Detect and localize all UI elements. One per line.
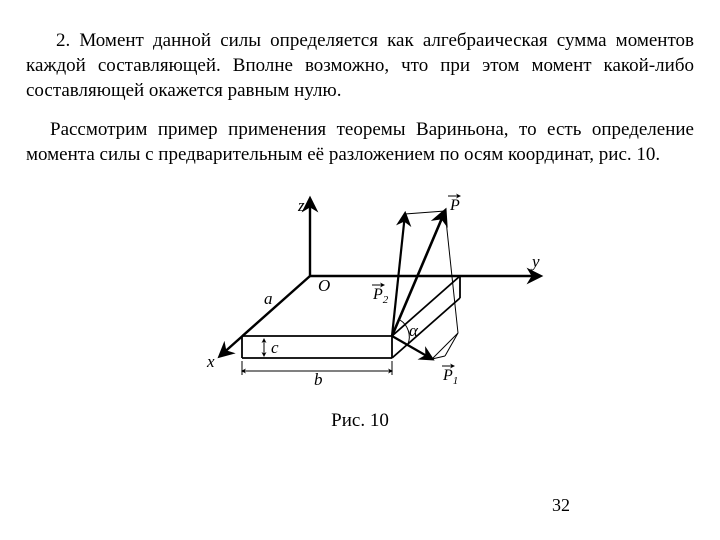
figure-svg: z y x O (160, 181, 560, 401)
label-b: b (314, 370, 323, 389)
page-number: 32 (552, 495, 570, 516)
label-P1: P1 (442, 366, 458, 387)
figure-10: z y x O (26, 181, 694, 432)
label-a: a (264, 289, 273, 308)
label-c: c (271, 338, 279, 357)
label-alpha: α (409, 321, 419, 340)
label-x: x (206, 352, 215, 371)
paragraph-1: 2. Момент данной силы определяется как а… (26, 28, 694, 103)
svg-text:P: P (449, 197, 460, 214)
page: 2. Момент данной силы определяется как а… (0, 0, 720, 540)
paragraph-2: Рассмотрим пример применения теоремы Вар… (26, 117, 694, 167)
label-z: z (297, 196, 305, 215)
svg-text:P2: P2 (372, 286, 389, 306)
label-P2: P2 (372, 285, 389, 306)
figure-caption: Рис. 10 (26, 410, 694, 432)
svg-text:P1: P1 (442, 367, 458, 387)
label-y: y (530, 252, 540, 271)
label-P: P (448, 196, 460, 214)
label-origin: O (318, 276, 330, 295)
